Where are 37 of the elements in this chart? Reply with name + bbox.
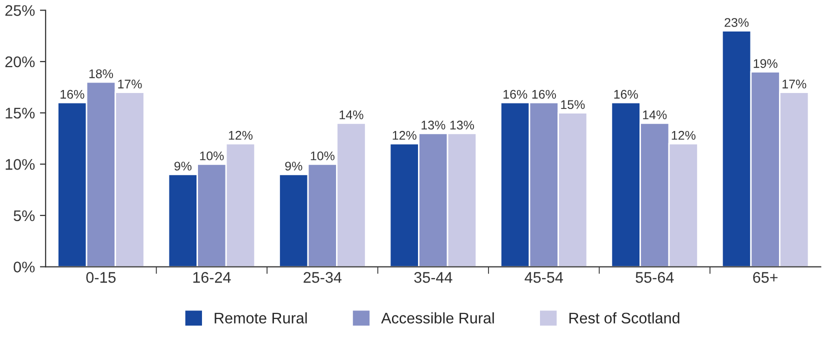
legend-label: Rest of Scotland — [569, 312, 680, 324]
x-tick-label: 35-44 — [414, 272, 452, 283]
data-label: 13% — [422, 120, 446, 130]
data-label: 14% — [340, 110, 364, 120]
x-tick-label: 65+ — [753, 272, 778, 283]
data-label: 9% — [285, 162, 302, 171]
y-tick-label: 15% — [6, 108, 35, 119]
data-label: 9% — [174, 162, 192, 171]
data-label: 12% — [392, 130, 416, 140]
y-tick-label: 5% — [14, 210, 35, 222]
y-tick-label: 20% — [5, 56, 35, 68]
data-label: 12% — [228, 130, 253, 140]
x-tick-label: 55-64 — [636, 272, 674, 283]
data-label: 17% — [118, 80, 142, 88]
data-label: 10% — [310, 151, 334, 160]
y-tick-label: 25% — [5, 5, 35, 16]
y-tick-label: 10% — [6, 159, 35, 170]
data-label: 15% — [561, 100, 585, 109]
data-label: 13% — [450, 120, 474, 130]
data-label: 12% — [672, 130, 696, 140]
data-label: 23% — [724, 18, 749, 27]
data-label: 17% — [782, 80, 806, 88]
data-label: 18% — [89, 69, 114, 78]
legend-label: Accessible Rural — [381, 312, 494, 324]
data-label: 14% — [643, 110, 667, 120]
data-label: 16% — [532, 90, 556, 99]
data-label: 19% — [754, 59, 778, 68]
data-label: 10% — [200, 151, 224, 160]
y-tick-label: 0% — [14, 262, 35, 272]
x-tick-label: 0-15 — [86, 272, 116, 283]
x-tick-label: 25-34 — [304, 272, 342, 283]
data-label: 16% — [614, 90, 638, 99]
x-tick-label: 16-24 — [193, 272, 231, 283]
legend-label: Remote Rural — [214, 312, 307, 324]
data-label: 16% — [60, 90, 84, 99]
x-tick-label: 45-54 — [524, 272, 563, 283]
data-label: 16% — [504, 90, 528, 99]
